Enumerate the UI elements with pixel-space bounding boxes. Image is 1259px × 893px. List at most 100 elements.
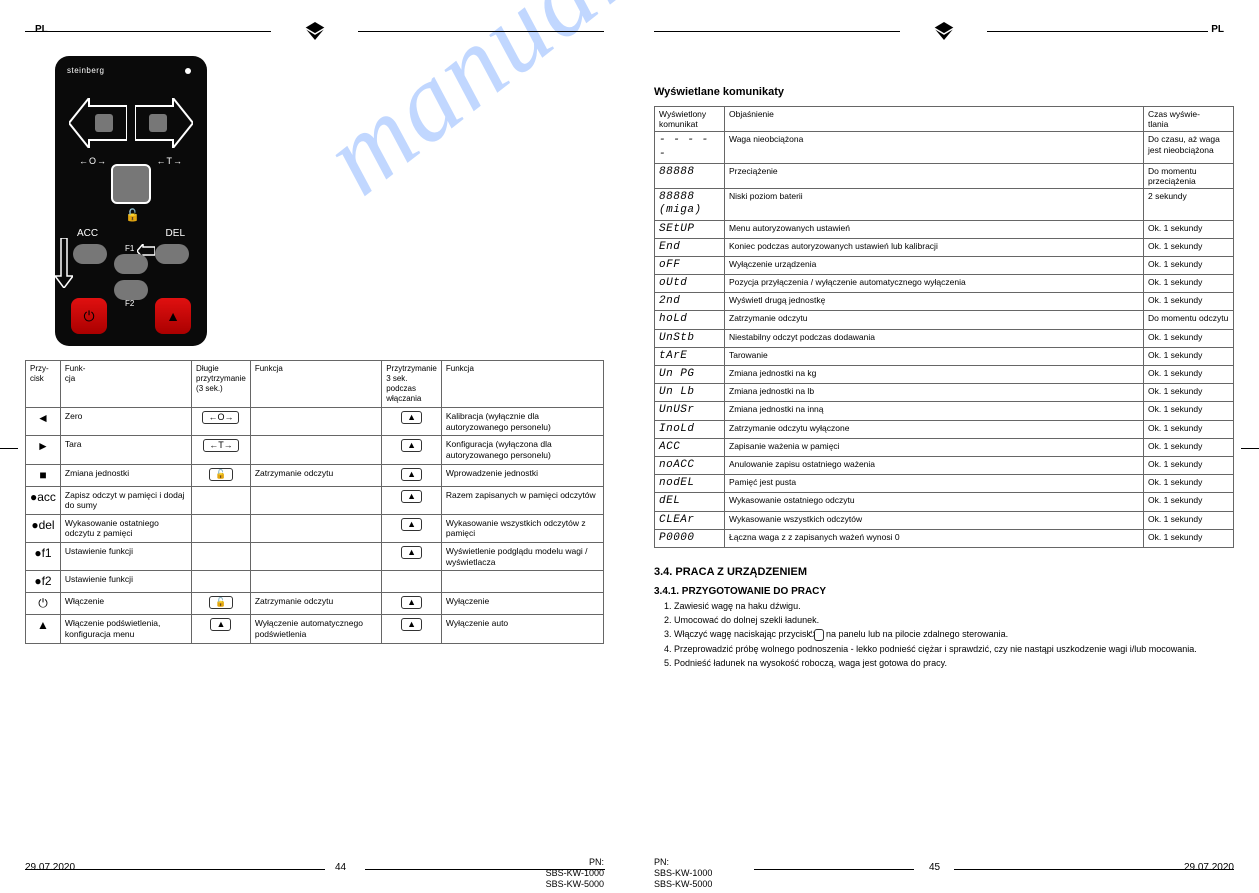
- cell: Ok. 1 sekundy: [1144, 275, 1234, 293]
- display-code: - - - - -: [655, 132, 725, 163]
- table-row: UnStbNiestabilny odczyt podczas dodawani…: [655, 329, 1234, 347]
- table-row: tArETarowanieOk. 1 sekundy: [655, 347, 1234, 365]
- cell: Ok. 1 sekundy: [1144, 220, 1234, 238]
- display-code: UnUSr: [655, 402, 725, 420]
- cell: Wyświetlenie podglądu modelu wagi / wyśw…: [441, 543, 603, 571]
- list-item: 1. Zawiesić wagę na haku dźwigu.: [664, 600, 1234, 612]
- cell: [250, 514, 381, 542]
- arrow-left-icon: [69, 98, 127, 151]
- table-row: SEtUPMenu autoryzowanych ustawieńOk. 1 s…: [655, 220, 1234, 238]
- center-button-icon: [111, 164, 151, 204]
- cell: Ok. 1 sekundy: [1144, 456, 1234, 474]
- footer-date: 29.07.2020: [25, 862, 75, 873]
- cell: Koniec podczas autoryzowanych ustawień l…: [725, 238, 1144, 256]
- cell: Waga nieobciążona: [725, 132, 1144, 163]
- messages-section: Wyświetlane komunikaty Wyświetlonykomuni…: [654, 86, 1234, 548]
- button-symbol: ■: [26, 464, 61, 486]
- display-code: tArE: [655, 347, 725, 365]
- cell: [250, 436, 381, 464]
- table-row: 88888PrzeciążenieDo momentu przeciążenia: [655, 163, 1234, 188]
- button-symbol: ⏻: [26, 593, 61, 615]
- cell: [250, 543, 381, 571]
- table-header: Czas wyświe-tlania: [1144, 107, 1234, 132]
- button-function-table: Przy-ciskFunk-cjaDługieprzytrzymanie(3 s…: [25, 360, 604, 644]
- cell: Zatrzymanie odczytu: [250, 593, 381, 615]
- table-row: ●delWykasowanie ostatniego odczytu z pam…: [26, 514, 604, 542]
- display-code: oUtd: [655, 275, 725, 293]
- cell: [250, 408, 381, 436]
- display-code: End: [655, 238, 725, 256]
- logo-icon: [303, 20, 327, 42]
- cell: Do momentu przeciążenia: [1144, 163, 1234, 188]
- cell: Wprowadzenie jednostki: [441, 464, 603, 486]
- cell: Zero: [60, 408, 191, 436]
- button-symbol: ●f1: [26, 543, 61, 571]
- acc-button-icon: [73, 244, 107, 264]
- table-header: Objaśnienie: [725, 107, 1144, 132]
- footer-pn: PN: SBS-KW-1000 SBS-KW-5000: [654, 857, 712, 889]
- header-rule-right: PL: [654, 20, 1234, 44]
- cell: Niestabilny odczyt podczas dodawania: [725, 329, 1144, 347]
- operation-steps: 1. Zawiesić wagę na haku dźwigu. 2. Umoco…: [654, 600, 1234, 669]
- cell: ▲: [382, 593, 442, 615]
- acc-label: ACC: [77, 228, 98, 239]
- display-code: dEL: [655, 493, 725, 511]
- table-row: ●f1Ustawienie funkcji▲Wyświetlenie podgl…: [26, 543, 604, 571]
- table-row: - - - - -Waga nieobciążonaDo czasu, aż w…: [655, 132, 1234, 163]
- cell: Wykasowanie ostatniego odczytu: [725, 493, 1144, 511]
- list-item: 4. Przeprowadzić próbę wolnego podnoszen…: [664, 643, 1234, 655]
- cell: Ok. 1 sekundy: [1144, 384, 1234, 402]
- cell: ▲: [382, 514, 442, 542]
- messages-table: WyświetlonykomunikatObjaśnienieCzas wyśw…: [654, 106, 1234, 548]
- cell: Ok. 1 sekundy: [1144, 529, 1234, 547]
- list-item: 5. Podnieść ładunek na wysokość roboczą,…: [664, 657, 1234, 669]
- cell: Wyłączenie automatycznego podświetlenia: [250, 615, 381, 643]
- cell: Anulowanie zapisu ostatniego ważenia: [725, 456, 1144, 474]
- cell: Ok. 1 sekundy: [1144, 366, 1234, 384]
- footer-left: 29.07.2020 44 PN: SBS-KW-1000 SBS-KW-500…: [25, 857, 604, 881]
- table-header: Funkcja: [250, 361, 381, 408]
- table-row: dELWykasowanie ostatniego odczytuOk. 1 s…: [655, 493, 1234, 511]
- power-icon: ⏻: [814, 629, 824, 641]
- display-code: hoLd: [655, 311, 725, 329]
- table-row: 88888 (miga)Niski poziom baterii2 sekund…: [655, 189, 1234, 220]
- table-row: ▲Włączenie podświetlenia, konfiguracja m…: [26, 615, 604, 643]
- f1-button-icon: [114, 254, 148, 274]
- cell: Menu autoryzowanych ustawień: [725, 220, 1144, 238]
- operation-section: 3.4. PRACA Z URZĄDZENIEM 3.4.1. PRZYGOTO…: [654, 566, 1234, 669]
- logo-icon: [932, 20, 956, 42]
- cell: Ok. 1 sekundy: [1144, 238, 1234, 256]
- list-item: 2. Umocować do dolnej szekli ładunek.: [664, 614, 1234, 626]
- table-row: Un LbZmiana jednostki na lbOk. 1 sekundy: [655, 384, 1234, 402]
- table-row: P0000Łączna waga z z zapisanych ważeń wy…: [655, 529, 1234, 547]
- f2-label: F2: [125, 299, 134, 308]
- cell: 🔓: [192, 593, 251, 615]
- operation-subtitle: 3.4.1. PRZYGOTOWANIE DO PRACY: [654, 586, 1234, 597]
- button-symbol: ▲: [26, 615, 61, 643]
- cell: [250, 571, 381, 593]
- table-row: CLEArWykasowanie wszystkich odczytówOk. …: [655, 511, 1234, 529]
- table-row: InoLdZatrzymanie odczytu wyłączoneOk. 1 …: [655, 420, 1234, 438]
- cell: Ustawienie funkcji: [60, 571, 191, 593]
- page-right: PL Wyświetlane komunikaty Wyświetlonykom…: [629, 0, 1259, 893]
- cell: ▲: [192, 615, 251, 643]
- f1-label: F1: [125, 244, 134, 253]
- cell: Zapisanie ważenia w pamięci: [725, 438, 1144, 456]
- cell: Wykasowanie wszystkich odczytów z pamięc…: [441, 514, 603, 542]
- cell: Tara: [60, 436, 191, 464]
- cell: Ok. 1 sekundy: [1144, 475, 1234, 493]
- display-code: P0000: [655, 529, 725, 547]
- cell: [192, 571, 251, 593]
- cell: Pamięć jest pusta: [725, 475, 1144, 493]
- cell: Zmiana jednostki na inną: [725, 402, 1144, 420]
- table-row: ●accZapisz odczyt w pamięci i dodaj do s…: [26, 486, 604, 514]
- table-row: ACCZapisanie ważenia w pamięciOk. 1 seku…: [655, 438, 1234, 456]
- cell: [382, 571, 442, 593]
- cell: Zapisz odczyt w pamięci i dodaj do sumy: [60, 486, 191, 514]
- footer-right: PN: SBS-KW-1000 SBS-KW-5000 45 29.07.202…: [654, 857, 1234, 881]
- display-code: Un PG: [655, 366, 725, 384]
- f2-button-icon: [114, 280, 148, 300]
- cell: Wyłączenie: [441, 593, 603, 615]
- display-code: 88888: [655, 163, 725, 188]
- table-row: hoLdZatrzymanie odczytuDo momentu odczyt…: [655, 311, 1234, 329]
